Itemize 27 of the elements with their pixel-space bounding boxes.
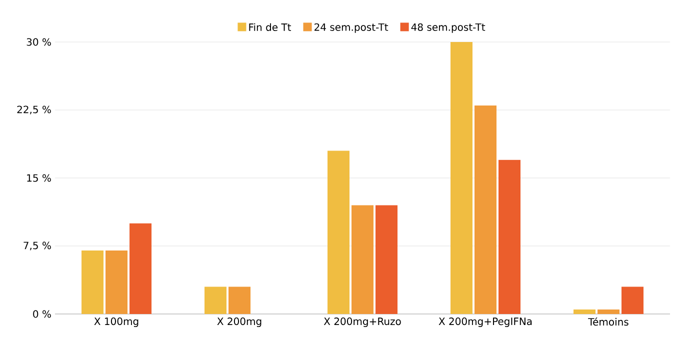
x-tick-label: Témoins bbox=[588, 318, 628, 326]
x-tick-label: X 200mg bbox=[217, 318, 262, 328]
bar bbox=[450, 42, 472, 314]
bar bbox=[204, 286, 227, 314]
bar bbox=[328, 150, 350, 314]
x-tick-label: X 200mg+PegIFNa bbox=[438, 318, 532, 328]
bar bbox=[498, 160, 520, 314]
y-tick-label: 22,5 % bbox=[17, 106, 51, 114]
y-tick-label: 15 % bbox=[27, 174, 51, 182]
legend-label: 48 sem.post-Tt bbox=[411, 23, 486, 33]
bar bbox=[82, 250, 104, 314]
y-tick-label: 0 % bbox=[33, 310, 51, 318]
bar bbox=[228, 286, 251, 314]
y-tick-label: 7,5 % bbox=[24, 242, 51, 250]
bar bbox=[622, 286, 644, 314]
bar bbox=[574, 309, 596, 314]
legend-label: Fin de Tt bbox=[249, 23, 292, 31]
x-tick-label: X 200mg+Ruzo bbox=[324, 318, 401, 328]
bar bbox=[376, 205, 398, 314]
bar bbox=[106, 250, 128, 314]
legend-label: 24 sem.post-Tt bbox=[314, 23, 388, 33]
bar bbox=[130, 223, 152, 314]
y-tick-label: 30 % bbox=[26, 38, 51, 46]
bar bbox=[474, 105, 496, 314]
x-tick-label: X 100mg bbox=[94, 318, 138, 328]
bar bbox=[598, 309, 620, 314]
bar bbox=[352, 205, 374, 314]
